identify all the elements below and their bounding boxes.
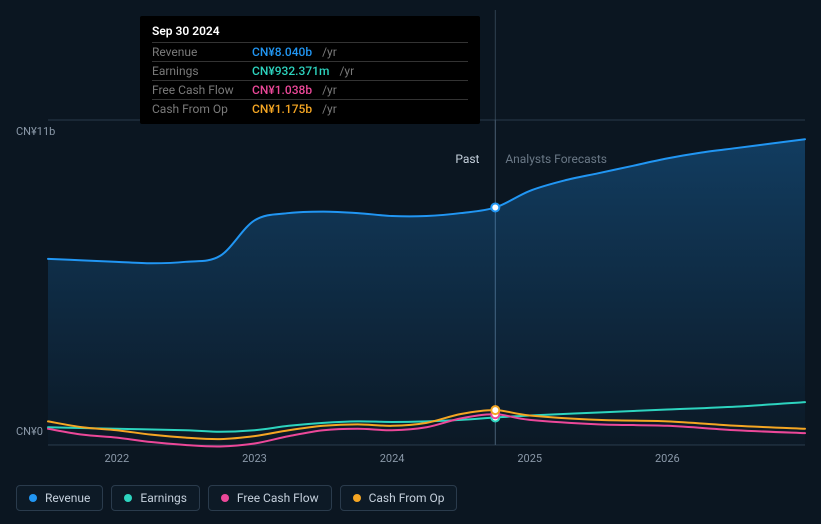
legend-item[interactable]: Earnings xyxy=(111,485,200,511)
legend-dot-icon xyxy=(221,494,229,502)
tooltip-row: Earnings CN¥932.371m /yr xyxy=(152,61,468,80)
tooltip-row-unit: /yr xyxy=(322,102,337,116)
tooltip-row: Revenue CN¥8.040b /yr xyxy=(152,42,468,61)
tooltip-row-unit: /yr xyxy=(322,83,337,97)
legend-item[interactable]: Revenue xyxy=(16,485,103,511)
y-axis-min-label: CN¥0 xyxy=(16,425,43,438)
legend-dot-icon xyxy=(353,494,361,502)
tooltip-row-unit: /yr xyxy=(339,64,354,78)
chart-container: CN¥11b CN¥0 Past Analysts Forecasts 2022… xyxy=(16,120,805,445)
legend-label: Revenue xyxy=(45,491,90,505)
legend-item[interactable]: Free Cash Flow xyxy=(208,485,332,511)
plot-area[interactable]: Past Analysts Forecasts xyxy=(48,120,805,445)
past-region-label: Past xyxy=(455,152,479,166)
tooltip-row-value: CN¥8.040b xyxy=(252,45,312,59)
chart-svg xyxy=(48,120,805,445)
x-axis-tick: 2023 xyxy=(242,452,267,465)
legend-label: Free Cash Flow xyxy=(237,491,319,505)
forecast-region-label: Analysts Forecasts xyxy=(505,152,607,166)
tooltip-row: Free Cash Flow CN¥1.038b /yr xyxy=(152,80,468,99)
tooltip-row-value: CN¥932.371m xyxy=(252,64,329,78)
tooltip-row-label: Cash From Op xyxy=(152,102,244,116)
tooltip-row-label: Free Cash Flow xyxy=(152,83,244,97)
x-axis-tick: 2022 xyxy=(104,452,129,465)
tooltip-row-unit: /yr xyxy=(322,45,337,59)
chart-tooltip: Sep 30 2024 Revenue CN¥8.040b /yr Earnin… xyxy=(140,16,480,124)
legend-label: Cash From Op xyxy=(369,491,445,505)
tooltip-date: Sep 30 2024 xyxy=(152,24,468,42)
tooltip-row-value: CN¥1.038b xyxy=(252,83,312,97)
tooltip-row: Cash From Op CN¥1.175b /yr xyxy=(152,99,468,118)
x-axis-tick: 2025 xyxy=(517,452,542,465)
x-axis-tick: 2024 xyxy=(380,452,405,465)
legend-label: Earnings xyxy=(140,491,187,505)
tooltip-row-label: Revenue xyxy=(152,45,244,59)
legend: Revenue Earnings Free Cash Flow Cash Fro… xyxy=(16,485,457,511)
x-axis-tick: 2026 xyxy=(655,452,680,465)
legend-dot-icon xyxy=(124,494,132,502)
tooltip-row-value: CN¥1.175b xyxy=(252,102,312,116)
legend-item[interactable]: Cash From Op xyxy=(340,485,458,511)
tooltip-row-label: Earnings xyxy=(152,64,244,78)
legend-dot-icon xyxy=(29,494,37,502)
